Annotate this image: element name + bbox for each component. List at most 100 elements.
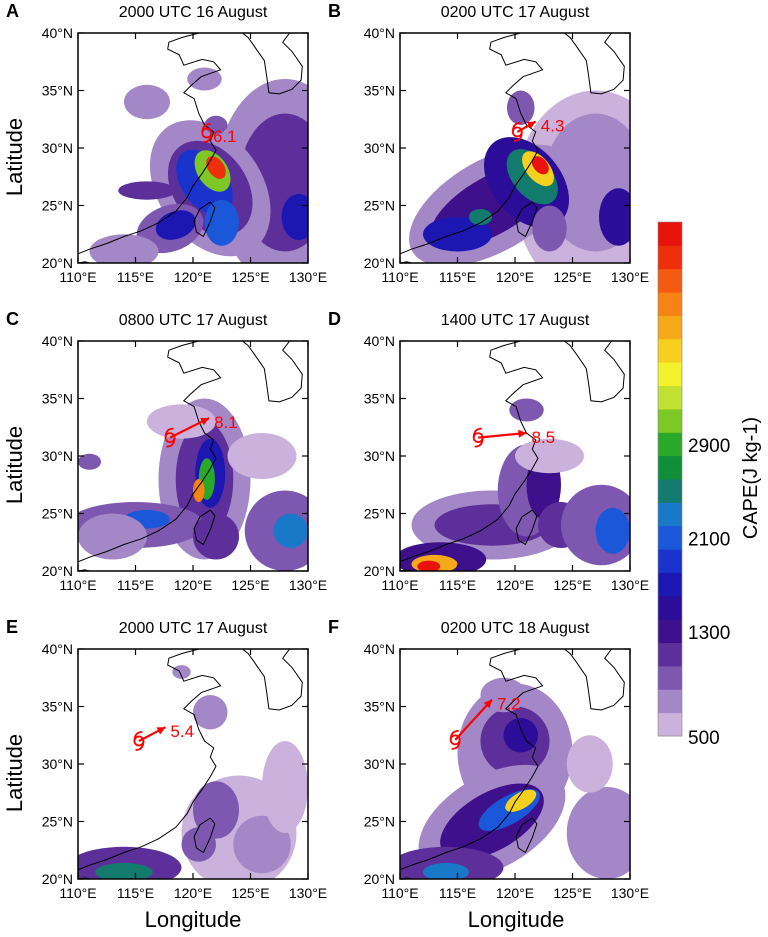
lon-tick-label: 120°E [496,885,534,901]
cape-shading [78,33,308,263]
lon-tick-label: 130°E [289,269,327,285]
typhoon-symbol-icon [164,427,176,448]
typhoon-symbol-icon [201,123,213,143]
panel-title: 0200 UTC 18 August [441,620,590,637]
colorbar-swatch [658,292,682,316]
lat-tick-label: 35°N [364,83,395,99]
colorbar-swatch [658,689,682,714]
panel-c: 110°E 115°E 120°E 125°E 130°E 20°N 25°N 30°N 35°… [6,309,327,593]
cape-contour-region [172,665,191,679]
cape-contour-region [532,205,567,252]
colorbar-swatch [658,479,682,503]
lat-tick-label: 30°N [42,756,73,772]
lat-tick-label: 25°N [42,198,73,214]
lat-tick-label: 25°N [42,814,73,830]
lon-tick-label: 115°E [439,269,476,285]
lat-tick-label: 40°N [42,641,73,657]
x-axis-label-left: Longitude [145,907,242,932]
colorbar-swatch [658,268,682,293]
lat-tick-label: 25°N [364,198,395,214]
y-axis-label-row2: Latitude [2,426,27,504]
colorbar-tick-label: 1300 [688,623,730,644]
lat-tick-label: 35°N [42,699,73,715]
lat-tick-label: 40°N [42,333,73,349]
cape-contour-region [227,433,297,479]
colorbar-tick-label: 500 [688,728,720,749]
colorbar-swatch [658,315,682,340]
cape-contour-region [89,234,159,263]
panel-a: 110°E 115°E 120°E 125°E 130°E 20°N 25°N 30°N 35°… [6,1,327,285]
x-axis-label-right: Longitude [468,907,565,932]
lon-tick-label: 120°E [496,269,534,285]
lon-tick-label: 120°E [174,885,212,901]
panel-letter: B [328,1,341,21]
lat-tick-label: 30°N [364,756,395,772]
lat-tick-label: 25°N [364,506,395,522]
lon-tick-label: 125°E [231,269,269,285]
panel-letter: E [6,617,18,637]
cape-contour-region [509,398,544,422]
lon-tick-label: 110°E [381,885,418,901]
typhoon-trajectory [164,417,210,448]
colorbar-swatch [658,338,682,363]
colorbar-swatch [658,222,682,246]
lat-tick-label: 20°N [42,871,73,887]
lat-tick-label: 25°N [364,814,395,830]
cape-contour-region [193,695,228,730]
cape-contour-region [193,479,205,502]
cape-contour-region [193,781,239,839]
colorbar-swatch [658,245,682,270]
motion-arrow [454,698,493,741]
lat-tick-label: 20°N [364,255,395,271]
lat-tick-label: 40°N [364,641,395,657]
speed-label: 4.3 [541,117,565,136]
panel-title: 0200 UTC 17 August [441,4,590,21]
motion-arrow [478,431,527,439]
panel-title: 0800 UTC 17 August [119,312,268,329]
lon-tick-label: 125°E [553,885,591,901]
speed-label: 7.2 [497,695,521,714]
panel-title: 2000 UTC 17 August [119,620,268,637]
lon-tick-label: 130°E [611,577,649,593]
colorbar-title: CAPE(J kg-1) [740,417,762,539]
panel-letter: F [328,617,339,637]
cape-contour-region [503,718,538,753]
arrow-head [483,699,492,709]
lon-tick-label: 120°E [174,269,212,285]
speed-label: 8.5 [532,428,556,447]
cape-shading [400,33,630,263]
cape-contour-region [531,156,549,175]
panel-title: 2000 UTC 16 August [119,4,268,21]
arrow-head [526,121,536,129]
colorbar-swatch [658,665,682,690]
cape-contour-region [480,677,527,713]
panel-letter: C [6,309,19,329]
lon-tick-label: 115°E [439,885,476,901]
lat-tick-label: 35°N [364,391,395,407]
speed-label: 8.1 [214,413,238,432]
panel-d: 110°E 115°E 120°E 125°E 130°E 20°N 25°N 30°N 35°… [328,309,649,593]
colorbar-swatch [658,385,682,410]
arrow-head [156,727,166,735]
speed-label: 5.4 [170,722,194,741]
lon-tick-label: 125°E [231,885,269,901]
colorbar-swatch [658,432,682,457]
lon-tick-label: 115°E [117,885,154,901]
cape-contour-region [273,513,308,548]
lat-tick-label: 35°N [364,699,395,715]
speed-label: 6.1 [213,127,237,146]
typhoon-symbol-icon [133,731,145,751]
cape-contour-region [281,194,308,240]
lon-tick-label: 120°E [174,577,212,593]
lon-tick-label: 110°E [59,577,96,593]
cape-contour-region [193,513,239,560]
typhoon-trajectory [511,120,537,142]
colorbar-swatch [658,362,682,387]
panel-f: 110°E 115°E 120°E 125°E 130°E 20°N 25°N 30°N 35°… [328,617,649,901]
lon-tick-label: 115°E [117,269,154,285]
panel-letter: A [6,1,19,21]
cape-contour-region [262,741,308,833]
cape-contour-region [506,90,535,125]
panel-title: 1400 UTC 17 August [441,312,590,329]
cape-shading [400,341,630,571]
